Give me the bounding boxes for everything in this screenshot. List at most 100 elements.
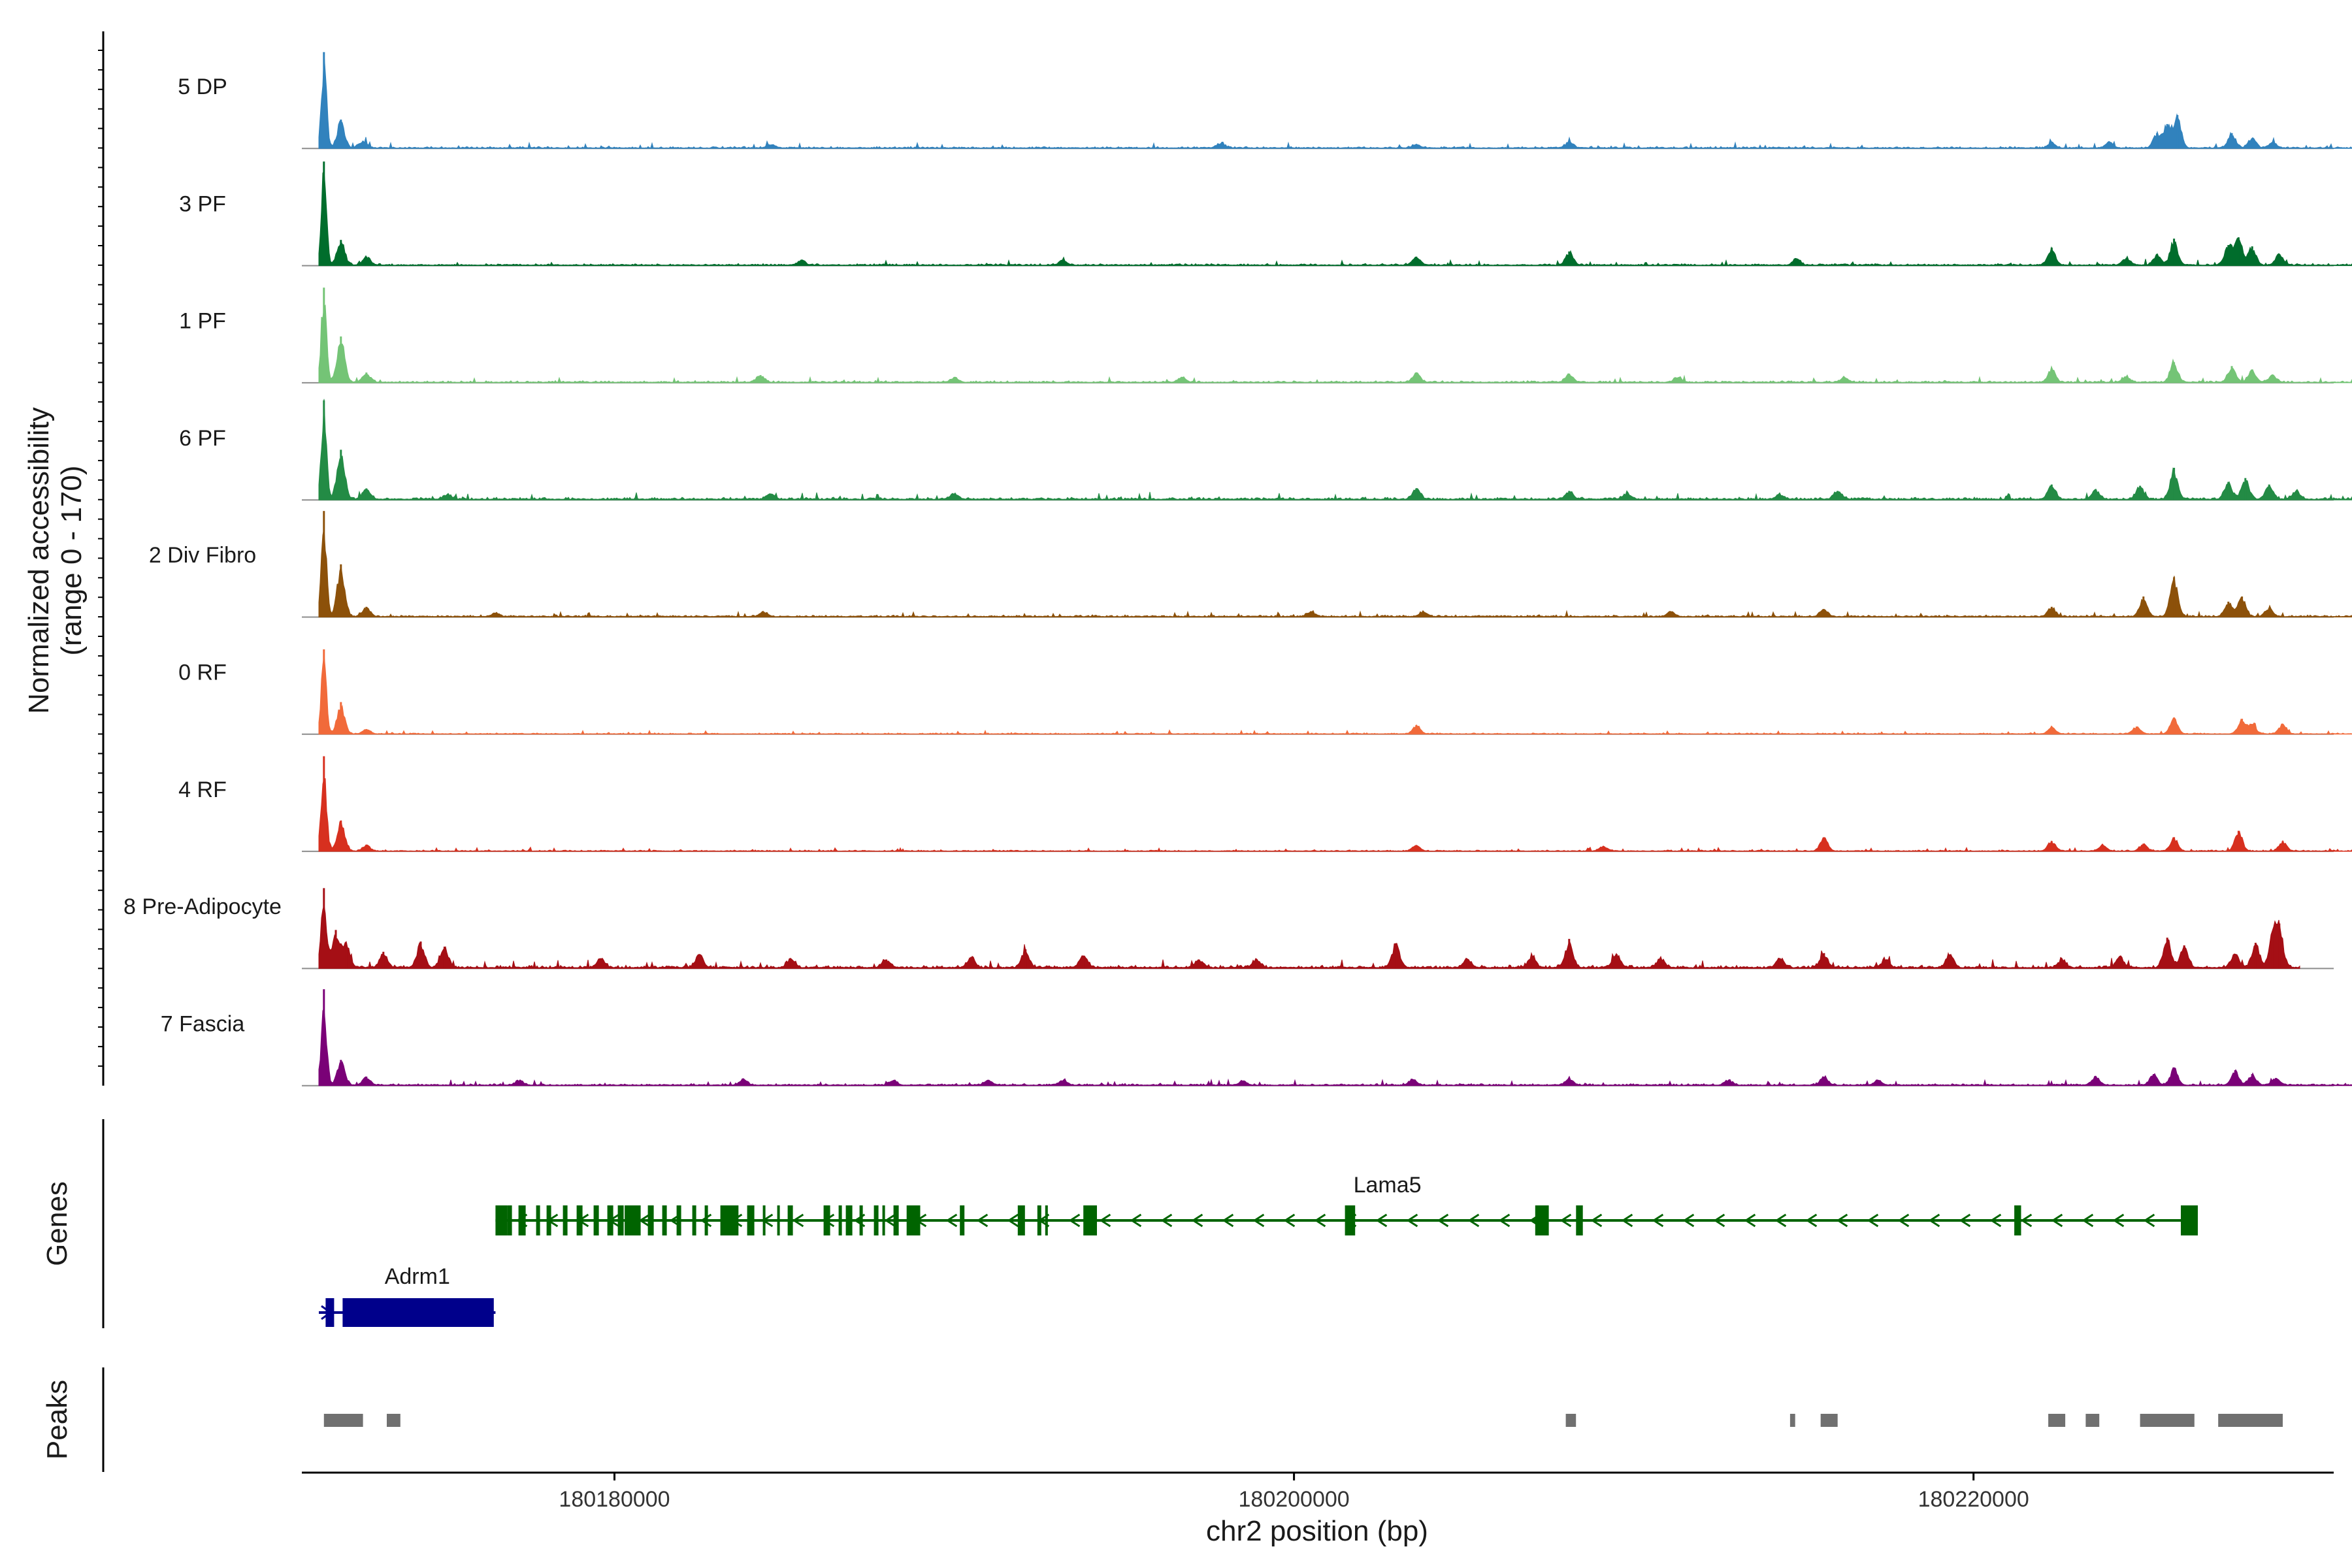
track-5-dp: 5 DP	[178, 52, 2352, 150]
strand-arrow	[1621, 1213, 1633, 1228]
strand-arrow	[2020, 1213, 2033, 1228]
gene-exon	[723, 1205, 739, 1235]
gene-exon	[704, 1205, 708, 1235]
strand-arrow	[1560, 1213, 1572, 1228]
coverage-area-1-pf	[318, 304, 2352, 384]
gene-exon	[625, 1205, 640, 1235]
coverage-area-4-rf	[318, 777, 2352, 852]
strand-arrow	[1498, 1213, 1511, 1228]
track-7-fascia: 7 Fascia	[161, 989, 2352, 1086]
strand-arrow	[884, 1213, 896, 1228]
y-axis-title-line1: Normalized accessibility	[23, 407, 55, 713]
strand-arrow	[1590, 1213, 1603, 1228]
strand-arrow	[792, 1213, 804, 1228]
strand-arrow	[2143, 1213, 2155, 1228]
strand-arrow	[1160, 1213, 1173, 1228]
peak-region	[323, 1414, 363, 1427]
strand-arrow	[1928, 1213, 1940, 1228]
gene-exon	[692, 1205, 696, 1235]
strand-arrow	[2112, 1213, 2125, 1228]
coverage-area-0-rf	[318, 654, 2352, 735]
gene-exon	[495, 1205, 508, 1235]
strand-arrow	[1867, 1213, 1879, 1228]
gene-annotation-track: Lama5 Adrm1	[319, 1173, 2198, 1327]
strand-arrow	[1191, 1213, 1203, 1228]
strand-arrow	[1222, 1213, 1234, 1228]
strand-arrow	[1682, 1213, 1695, 1228]
gene-exon	[1045, 1205, 1048, 1235]
strand-arrow	[1130, 1213, 1142, 1228]
track-label: 3 PF	[179, 191, 226, 216]
peak-region	[2140, 1414, 2195, 1427]
gene-exon	[874, 1205, 879, 1235]
x-axis-title: chr2 position (bp)	[1206, 1515, 1428, 1547]
gene-label-lama5: Lama5	[1354, 1173, 1422, 1198]
strand-arrow	[1467, 1213, 1480, 1228]
x-tick-label: 180180000	[559, 1487, 670, 1512]
strand-arrow	[1897, 1213, 1910, 1228]
gene-exon	[536, 1205, 540, 1235]
strand-arrow	[1713, 1213, 1725, 1228]
peak-region	[2048, 1414, 2066, 1427]
track-label: 0 RF	[178, 661, 227, 685]
coverage-tracks: 5 DP 3 PF 1 PF 6 PF 2 Div Fibro 0 RF 4 RF 8 Pre…	[123, 52, 2352, 1086]
gene-lama5: Lama5	[495, 1173, 2198, 1235]
gene-exon	[893, 1205, 899, 1235]
track-label: 4 RF	[178, 777, 227, 802]
track-6-pf: 6 PF	[179, 399, 2352, 501]
strand-arrow	[1375, 1213, 1388, 1228]
gene-exon	[576, 1205, 583, 1235]
strand-arrow	[1406, 1213, 1418, 1228]
gene-exon	[607, 1205, 613, 1235]
coverage-area-7-fascia	[318, 1007, 2352, 1086]
strand-arrow	[976, 1213, 988, 1228]
gene-exon	[593, 1205, 599, 1235]
coverage-area-2-div-fibro	[318, 528, 2352, 617]
track-3-pf: 3 PF	[179, 161, 2352, 267]
strand-arrow	[1007, 1213, 1019, 1228]
gene-exon	[617, 1205, 624, 1235]
strand-arrow	[1774, 1213, 1787, 1228]
peak-region	[1565, 1414, 1576, 1427]
strand-arrow	[2051, 1213, 2063, 1228]
gene-exon	[762, 1205, 766, 1235]
gene-exon	[546, 1205, 551, 1235]
gene-exon	[1037, 1205, 1041, 1235]
strand-arrow	[945, 1213, 958, 1228]
gene-adrm1: Adrm1	[319, 1264, 496, 1327]
strand-arrow	[1836, 1213, 1848, 1228]
coverage-area-5-dp	[318, 54, 2352, 149]
strand-arrow	[1744, 1213, 1756, 1228]
strand-arrow	[1283, 1213, 1296, 1228]
track-8-pre-adipocyte: 8 Pre-Adipocyte	[123, 888, 2334, 970]
track-2-div-fibro: 2 Div Fibro	[149, 511, 2352, 618]
strand-arrow	[1314, 1213, 1326, 1228]
gene-exon	[845, 1205, 853, 1235]
gene-exon	[676, 1205, 681, 1235]
peak-region	[1789, 1414, 1795, 1427]
gene-exon	[1576, 1205, 1583, 1235]
genes-panel-label: Genes	[41, 1181, 73, 1266]
strand-arrow	[2082, 1213, 2094, 1228]
gene-exon	[2014, 1205, 2021, 1235]
gene-exon	[325, 1298, 335, 1327]
coverage-area-6-pf	[318, 399, 2352, 500]
track-0-rf: 0 RF	[178, 649, 2352, 735]
strand-arrow	[1068, 1213, 1081, 1228]
track-4-rf: 4 RF	[178, 756, 2352, 853]
coverage-area-3-pf	[318, 169, 2352, 267]
strand-arrow	[1959, 1213, 1971, 1228]
gene-exon	[2181, 1205, 2198, 1235]
gene-exon	[662, 1205, 667, 1235]
track-label: 7 Fascia	[161, 1011, 245, 1036]
gene-exon	[1083, 1205, 1097, 1235]
y-axis-title-line2: (range 0 - 170)	[56, 465, 88, 655]
x-tick-label: 180220000	[1918, 1487, 2029, 1512]
gene-exon	[787, 1205, 793, 1235]
gene-exon	[342, 1298, 494, 1327]
strand-arrow	[1437, 1213, 1449, 1228]
gene-exon	[906, 1205, 921, 1235]
track-label: 2 Div Fibro	[149, 543, 256, 568]
gene-exon	[507, 1205, 512, 1235]
